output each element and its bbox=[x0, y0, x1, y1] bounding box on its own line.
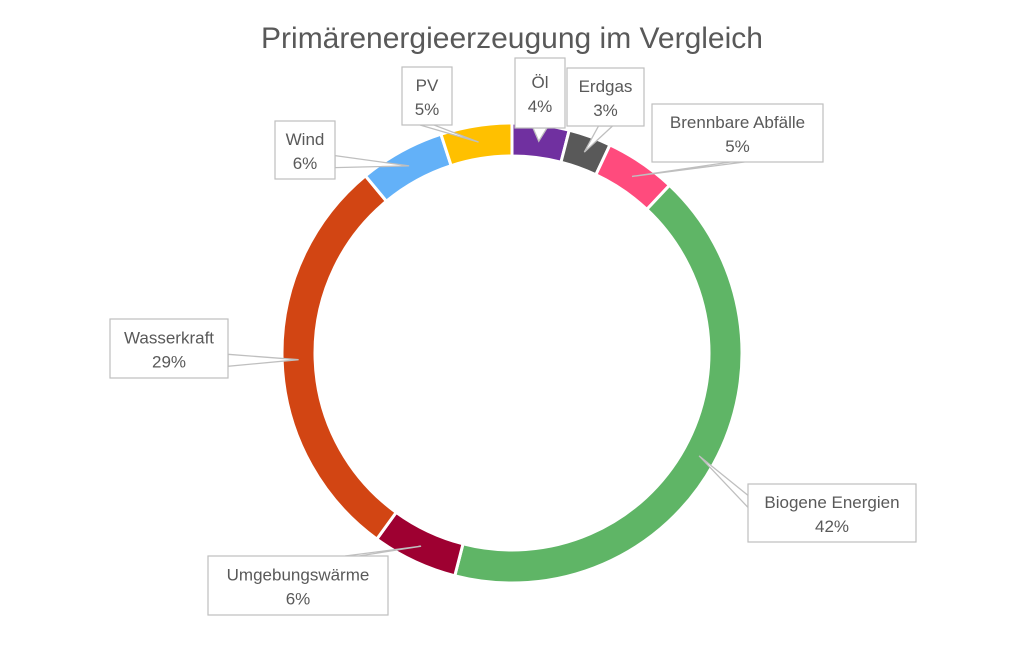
label-box bbox=[747, 483, 917, 543]
slices-group bbox=[280, 121, 744, 585]
data-label-öl: Öl 4% bbox=[514, 57, 566, 143]
label-percent: 42% bbox=[815, 517, 849, 536]
data-label-pv: PV 5% bbox=[401, 66, 479, 143]
label-percent: 5% bbox=[725, 137, 750, 156]
slice-biogene-energien bbox=[452, 183, 744, 585]
label-category: Wasserkraft bbox=[124, 329, 214, 348]
data-label-wind: Wind 6% bbox=[274, 120, 410, 180]
label-percent: 29% bbox=[152, 353, 186, 372]
label-category: PV bbox=[416, 76, 439, 95]
label-box bbox=[401, 66, 453, 126]
data-label-biogene-energien: Biogene Energien 42% bbox=[698, 455, 917, 543]
label-box bbox=[651, 103, 824, 163]
label-box bbox=[566, 67, 645, 127]
label-box bbox=[207, 555, 389, 616]
label-box bbox=[109, 318, 229, 379]
slice-wasserkraft bbox=[280, 173, 399, 542]
label-category: Erdgas bbox=[579, 77, 633, 96]
label-percent: 3% bbox=[593, 101, 618, 120]
slice-pv bbox=[439, 121, 514, 168]
label-percent: 6% bbox=[293, 154, 318, 173]
data-label-umgebungswärme: Umgebungswärme 6% bbox=[207, 545, 422, 616]
data-label-brennbare-abfälle: Brennbare Abfälle 5% bbox=[631, 103, 824, 178]
data-label-wasserkraft: Wasserkraft 29% bbox=[109, 318, 299, 379]
data-label-erdgas: Erdgas 3% bbox=[566, 67, 645, 153]
chart-title: Primärenergieerzeugung im Vergleich bbox=[261, 22, 763, 55]
label-category: Wind bbox=[286, 130, 325, 149]
label-box bbox=[274, 120, 336, 180]
label-category: Öl bbox=[532, 73, 549, 92]
label-box bbox=[514, 57, 566, 129]
label-percent: 5% bbox=[415, 100, 440, 119]
label-category: Brennbare Abfälle bbox=[670, 113, 805, 132]
leader-line bbox=[698, 455, 749, 510]
labels-group: Öl 4% Erdgas 3% Brennbare Abfälle 5% Biogene E… bbox=[109, 57, 917, 616]
label-category: Umgebungswärme bbox=[227, 566, 370, 585]
label-percent: 4% bbox=[528, 97, 553, 116]
label-category: Biogene Energien bbox=[764, 493, 899, 512]
label-percent: 6% bbox=[286, 590, 311, 609]
slice-wind bbox=[363, 132, 454, 204]
